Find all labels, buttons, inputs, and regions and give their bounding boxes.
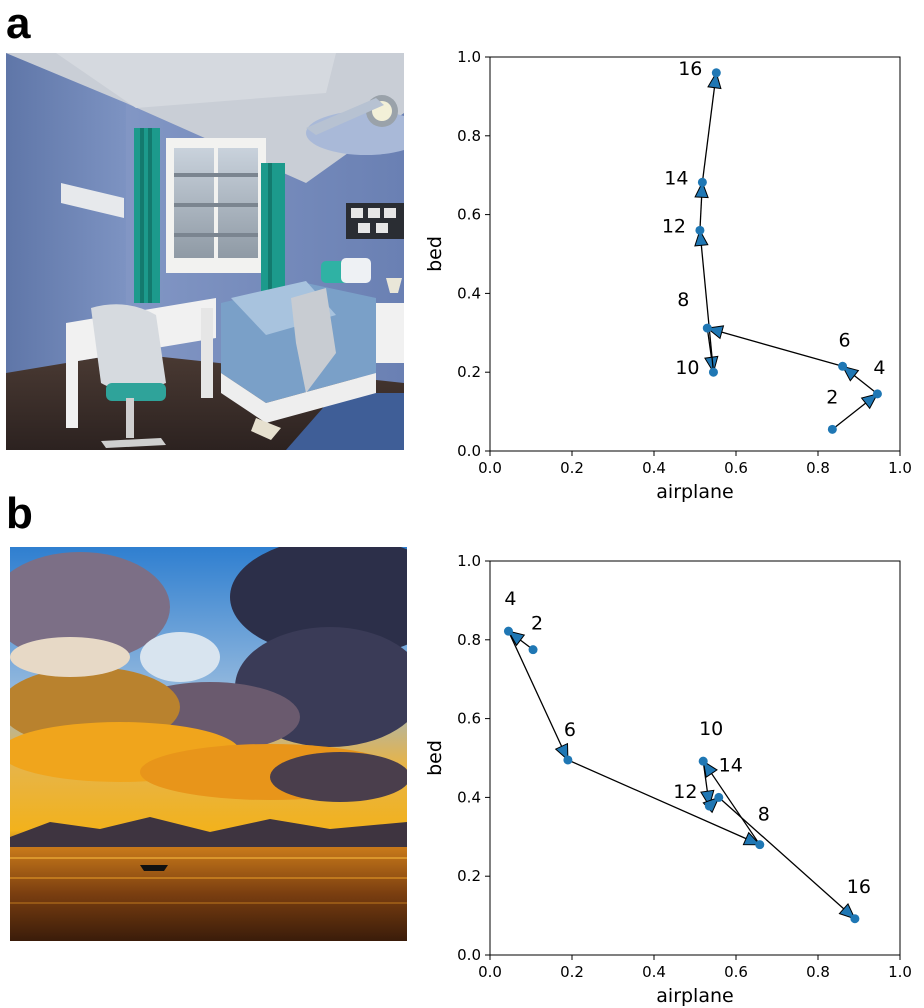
y-tick-label: 0.4 [457,788,481,806]
trajectory-chart-b: 0.0 0.2 0.4 0.6 0.8 1.0 0.0 0.2 0.4 0.6 0.8 1.0 airp… [420,504,924,1008]
trajectory-arrowhead [700,789,715,808]
data-point [563,755,573,765]
data-point [702,323,712,333]
y-tick-label: 0.0 [457,946,481,964]
trajectory-arrowhead [838,902,856,920]
data-point [704,801,714,811]
chart-svg-a: 0.0 0.2 0.4 0.6 0.8 1.0 0.0 0.2 0.4 0.6 0.8 1.0 airp… [424,48,912,503]
data-point-label: 16 [847,876,871,898]
data-point [695,225,705,235]
y-tick-label: 1.0 [457,48,481,66]
sunset-photo [10,547,407,941]
y-tick-label: 0.2 [457,363,481,381]
data-point [714,792,724,802]
x-tick-label: 1.0 [888,459,912,477]
trajectory-arrowhead [694,229,709,247]
x-tick-label: 0.0 [478,963,502,981]
x-tick-label: 0.4 [642,459,666,477]
data-point-label: 8 [677,289,689,311]
plot-frame [489,560,901,956]
trajectory-chart-a: 0.0 0.2 0.4 0.6 0.8 1.0 0.0 0.2 0.4 0.6 0.8 1.0 airp… [420,0,924,504]
data-point-label: 12 [662,215,686,237]
data-point [850,914,860,924]
y-axis-label: bed [424,236,446,272]
data-point-label: 16 [678,58,702,80]
trajectory-arrow-line [853,375,878,395]
trajectory-arrow-line [718,796,845,910]
data-point-label: 4 [873,357,885,379]
data-point-label: 4 [504,588,516,610]
data-point-label: 6 [839,329,851,351]
data-point-label: 12 [673,781,697,803]
y-tick-label: 1.0 [457,552,481,570]
trajectory-arrow-line [831,402,867,430]
y-tick-label: 0.4 [457,284,481,302]
trajectory-arrow-line [701,87,716,183]
data-point [872,389,882,399]
data-point-label: 14 [719,754,743,776]
trajectory-arrow-line [721,331,843,367]
data-point [503,626,513,636]
data-point [708,367,718,377]
data-point-label: 10 [675,357,699,379]
data-point [697,177,707,187]
plot-frame [489,56,901,452]
data-point-label: 2 [826,386,838,408]
data-point-label: 14 [664,167,688,189]
x-tick-label: 0.8 [806,963,830,981]
trajectory-arrowhead [554,742,569,762]
trajectory-arrow-line [711,773,761,846]
data-point [698,756,708,766]
data-point [528,645,538,655]
y-tick-label: 0.6 [457,710,481,728]
trajectory-arrow-line [507,630,563,747]
trajectory-arrowhead [694,181,709,199]
x-tick-label: 0.8 [806,459,830,477]
y-tick-label: 0.0 [457,442,481,460]
x-axis-label: airplane [656,481,733,503]
trajectory-arrow-line [699,197,703,231]
data-point-label: 8 [758,804,770,826]
x-tick-label: 0.0 [478,459,502,477]
trajectory-arrowhead [707,71,722,90]
x-tick-label: 0.6 [724,459,748,477]
trajectory-arrowhead [507,630,526,647]
trajectory-arrowhead [742,831,761,846]
x-axis-label: airplane [656,985,733,1007]
y-axis-label: bed [424,740,446,776]
x-tick-label: 0.2 [560,459,584,477]
data-point [827,424,837,434]
data-point [711,68,721,78]
x-tick-label: 1.0 [888,963,912,981]
trajectory-arrowhead [841,365,860,382]
y-tick-label: 0.2 [457,867,481,885]
data-point [755,840,765,850]
trajectory-arrow-line [706,327,713,358]
chart-svg-b: 0.0 0.2 0.4 0.6 0.8 1.0 0.0 0.2 0.4 0.6 0.8 1.0 airp… [424,552,912,1007]
x-tick-label: 0.6 [724,963,748,981]
data-point [838,361,848,371]
x-tick-label: 0.2 [560,963,584,981]
panel-letter-a: a [6,0,31,48]
trajectory-arrowhead [860,393,879,410]
data-point-label: 6 [564,719,576,741]
bedroom-photo [6,53,404,450]
panel-letter-b: b [6,489,33,538]
x-tick-label: 0.4 [642,963,666,981]
data-point-label: 2 [531,613,543,635]
y-tick-label: 0.8 [457,631,481,649]
trajectory-arrow-line [702,761,708,792]
trajectory-arrow-line [700,245,715,373]
trajectory-arrow-line [567,759,747,840]
y-tick-label: 0.6 [457,206,481,224]
y-tick-label: 0.8 [457,127,481,145]
data-point-label: 10 [699,718,723,740]
